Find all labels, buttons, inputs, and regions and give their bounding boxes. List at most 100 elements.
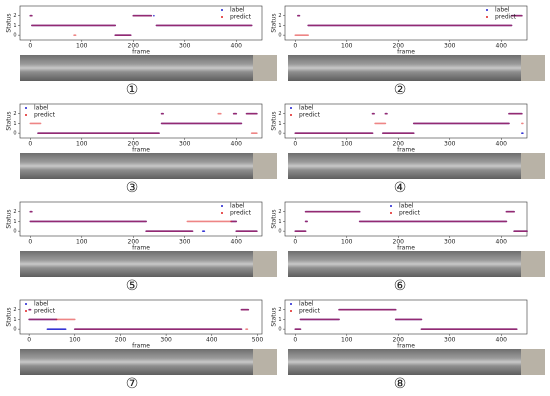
x-axis-label: frame xyxy=(132,245,150,252)
y-tick-label: 2 xyxy=(13,307,16,313)
plot-area xyxy=(284,201,528,237)
y-tick-label: 2 xyxy=(13,13,16,19)
legend-label: label xyxy=(299,301,314,308)
legend-label: label xyxy=(495,7,510,14)
weld-image xyxy=(20,153,253,179)
y-tick-label: 0 xyxy=(13,229,16,235)
y-tick-label: 0 xyxy=(278,327,281,333)
x-tick-label: 200 xyxy=(393,337,405,344)
y-axis-label: Status xyxy=(271,209,278,228)
x-tick-label: 400 xyxy=(496,239,508,246)
ruler xyxy=(521,153,545,179)
y-axis-label: Status xyxy=(6,111,13,130)
y-axis-label: Status xyxy=(271,111,278,130)
x-tick-label: 400 xyxy=(496,141,508,148)
y-tick-label: 1 xyxy=(13,121,16,127)
x-tick-label: 300 xyxy=(179,141,191,148)
y-tick-label: 2 xyxy=(278,209,281,215)
panel: 0 100 200 300 400 500 0 1 2 frame Status labelpredi… xyxy=(6,299,277,392)
legend-marker xyxy=(390,205,392,207)
y-tick-label: 1 xyxy=(278,219,281,225)
x-tick-label: 0 xyxy=(293,239,297,246)
x-tick-label: 500 xyxy=(252,337,264,344)
x-tick-label: 200 xyxy=(115,337,127,344)
y-tick-label: 2 xyxy=(278,111,281,117)
legend-label: label xyxy=(230,7,245,14)
legend-marker xyxy=(290,114,292,116)
ruler xyxy=(521,55,545,81)
x-tick-label: 400 xyxy=(231,43,243,50)
ruler xyxy=(521,349,545,375)
legend-marker xyxy=(486,9,488,11)
legend-label: predict xyxy=(299,308,321,315)
legend-label: predict xyxy=(230,14,252,21)
y-tick-label: 2 xyxy=(13,209,16,215)
x-tick-label: 100 xyxy=(76,43,88,50)
ruler xyxy=(521,251,545,277)
x-tick-label: 200 xyxy=(128,43,140,50)
ruler xyxy=(253,349,277,375)
x-tick-label: 300 xyxy=(444,337,456,344)
panel-caption: ④ xyxy=(394,180,407,196)
y-axis-label: Status xyxy=(6,209,13,228)
x-tick-label: 300 xyxy=(160,337,172,344)
legend-label: label xyxy=(399,203,414,210)
x-tick-label: 400 xyxy=(496,43,508,50)
panel-caption: ⑧ xyxy=(394,376,407,392)
plot-area xyxy=(284,5,528,41)
x-tick-label: 100 xyxy=(341,43,353,50)
x-tick-label: 400 xyxy=(496,337,508,344)
legend-marker xyxy=(25,114,27,116)
y-axis-label: Status xyxy=(6,307,13,326)
legend-marker xyxy=(290,303,292,305)
x-tick-label: 100 xyxy=(341,141,353,148)
y-tick-label: 1 xyxy=(278,23,281,29)
ruler xyxy=(253,153,277,179)
y-tick-label: 0 xyxy=(13,33,16,39)
plot-area xyxy=(19,103,263,139)
legend-marker xyxy=(221,212,223,214)
legend-label: predict xyxy=(34,308,56,315)
legend-label: label xyxy=(34,301,49,308)
plot-area xyxy=(284,103,528,139)
panel-caption: ⑤ xyxy=(126,278,139,294)
x-tick-label: 0 xyxy=(28,43,32,50)
legend-label: predict xyxy=(34,112,56,119)
x-tick-label: 200 xyxy=(128,239,140,246)
y-tick-label: 1 xyxy=(278,317,281,323)
ruler xyxy=(253,55,277,81)
panel-caption: ② xyxy=(394,82,407,98)
legend-label: predict xyxy=(230,210,252,217)
x-tick-label: 0 xyxy=(28,239,32,246)
legend-marker xyxy=(25,310,27,312)
legend-label: predict xyxy=(495,14,517,21)
x-tick-label: 200 xyxy=(128,141,140,148)
panel-caption: ① xyxy=(126,82,139,98)
weld-image xyxy=(288,251,521,277)
x-tick-label: 0 xyxy=(293,141,297,148)
plot-area xyxy=(19,299,263,335)
x-tick-label: 400 xyxy=(206,337,218,344)
x-axis-label: frame xyxy=(397,343,415,350)
weld-image xyxy=(20,55,253,81)
x-tick-label: 0 xyxy=(27,337,31,344)
x-tick-label: 200 xyxy=(393,239,405,246)
legend-marker xyxy=(221,9,223,11)
panel-caption: ③ xyxy=(126,180,139,196)
weld-image xyxy=(20,349,253,375)
y-tick-label: 0 xyxy=(13,131,16,137)
legend-marker xyxy=(290,107,292,109)
x-axis-label: frame xyxy=(397,49,415,56)
x-tick-label: 0 xyxy=(28,141,32,148)
y-axis-label: Status xyxy=(271,307,278,326)
legend-marker xyxy=(290,310,292,312)
x-axis-label: frame xyxy=(132,343,150,350)
x-axis-label: frame xyxy=(397,245,415,252)
y-tick-label: 2 xyxy=(13,111,16,117)
